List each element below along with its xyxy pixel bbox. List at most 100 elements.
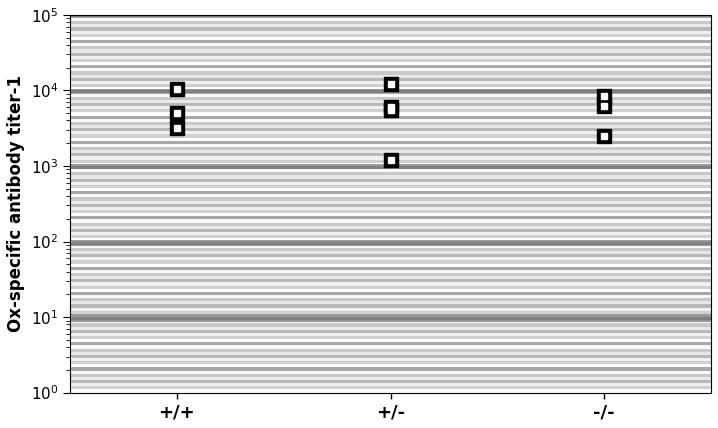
Bar — [70, 147, 711, 150]
Bar — [70, 188, 711, 191]
Bar — [70, 144, 711, 147]
Bar — [70, 74, 711, 78]
Bar — [70, 330, 711, 333]
Bar — [70, 320, 711, 324]
Bar — [70, 355, 711, 358]
Bar — [70, 254, 711, 257]
Bar — [70, 185, 711, 188]
Bar — [70, 348, 711, 352]
Bar — [70, 223, 711, 226]
Bar — [70, 333, 711, 336]
Bar — [70, 68, 711, 71]
Bar — [70, 24, 711, 27]
Bar — [70, 210, 711, 213]
Bar — [70, 301, 711, 304]
Bar — [70, 103, 711, 106]
Bar — [70, 238, 711, 241]
Bar — [70, 314, 711, 317]
Bar — [70, 235, 711, 238]
Bar — [70, 364, 711, 368]
Bar — [70, 15, 711, 17]
Bar — [70, 15, 711, 18]
Y-axis label: Ox-specific antibody titer-1: Ox-specific antibody titer-1 — [7, 75, 25, 332]
Bar — [70, 226, 711, 229]
Bar — [70, 285, 711, 289]
Bar — [70, 43, 711, 46]
Bar — [70, 389, 711, 392]
Bar — [70, 216, 711, 220]
Bar — [70, 191, 711, 194]
Bar — [70, 21, 711, 24]
Bar — [70, 65, 711, 68]
Bar — [70, 361, 711, 364]
Bar — [70, 78, 711, 81]
Bar — [70, 282, 711, 285]
Bar — [70, 345, 711, 348]
Bar — [70, 62, 711, 65]
Bar — [70, 163, 711, 166]
Bar — [70, 264, 711, 267]
Bar — [70, 267, 711, 270]
Bar — [70, 380, 711, 383]
Bar — [70, 308, 711, 311]
Bar — [70, 131, 711, 134]
Bar — [70, 164, 711, 169]
Bar — [70, 30, 711, 34]
Bar — [70, 289, 711, 292]
Bar — [70, 292, 711, 295]
Bar — [70, 342, 711, 345]
Bar — [70, 125, 711, 128]
Bar — [70, 18, 711, 21]
Bar — [70, 113, 711, 116]
Bar — [70, 240, 711, 246]
Bar — [70, 251, 711, 254]
Bar — [70, 89, 711, 93]
Bar — [70, 339, 711, 342]
Bar — [70, 229, 711, 232]
Bar — [70, 119, 711, 122]
Bar — [70, 27, 711, 30]
Bar — [70, 181, 711, 185]
Bar — [70, 295, 711, 298]
Bar — [70, 81, 711, 84]
Bar — [70, 116, 711, 119]
Bar — [70, 56, 711, 59]
Bar — [70, 248, 711, 251]
Bar — [70, 93, 711, 97]
Bar — [70, 175, 711, 178]
Bar — [70, 358, 711, 361]
Bar — [70, 245, 711, 248]
Bar — [70, 336, 711, 339]
Bar — [70, 59, 711, 62]
Bar — [70, 270, 711, 273]
Bar — [70, 352, 711, 355]
Bar — [70, 84, 711, 87]
Bar — [70, 100, 711, 103]
Bar — [70, 324, 711, 327]
Bar — [70, 71, 711, 74]
Bar — [70, 194, 711, 197]
Bar — [70, 150, 711, 153]
Bar — [70, 257, 711, 260]
Bar — [70, 137, 711, 141]
Bar — [70, 368, 711, 371]
Bar — [70, 160, 711, 163]
Bar — [70, 178, 711, 181]
Bar — [70, 314, 711, 322]
Bar — [70, 46, 711, 49]
Bar — [70, 213, 711, 216]
Bar — [70, 197, 711, 201]
Bar — [70, 87, 711, 90]
Bar — [70, 374, 711, 377]
Bar — [70, 122, 711, 125]
Bar — [70, 166, 711, 169]
Bar — [70, 377, 711, 380]
Bar — [70, 232, 711, 235]
Bar — [70, 298, 711, 301]
Bar — [70, 134, 711, 137]
Bar — [70, 241, 711, 245]
Bar — [70, 109, 711, 113]
Bar — [70, 97, 711, 100]
Bar — [70, 153, 711, 157]
Bar — [70, 204, 711, 207]
